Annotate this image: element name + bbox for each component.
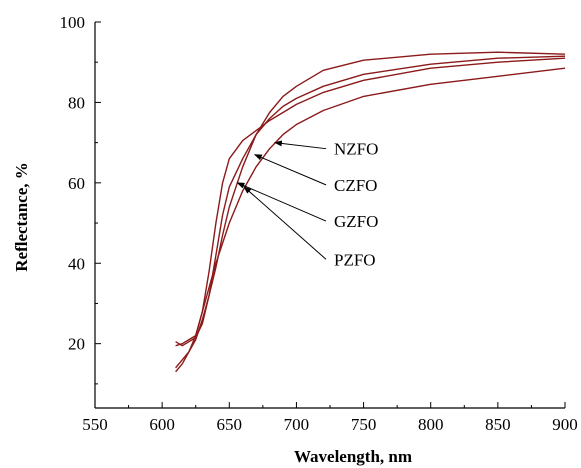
y-tick-label: 100 — [60, 13, 86, 32]
y-tick-label: 20 — [68, 335, 85, 354]
y-axis-title: Reflectance, % — [12, 162, 31, 272]
y-tick-label: 40 — [68, 254, 85, 273]
annotation-label-czfo: CZFO — [334, 176, 377, 195]
annotation-label-gzfo: GZFO — [334, 212, 378, 231]
annotation-arrow-czfo — [253, 154, 327, 186]
y-tick-label: 80 — [68, 93, 85, 112]
series-line-czfo — [175, 57, 566, 347]
annotation-layer: NZFO CZFO GZFO PZFO — [236, 140, 378, 269]
x-axis-title: Wavelength, nm — [294, 447, 412, 466]
y-tick-label: 60 — [68, 174, 85, 193]
x-tick-label: 800 — [418, 415, 444, 434]
annotation-label-nzfo: NZFO — [334, 140, 378, 159]
x-tick-label: 650 — [217, 415, 243, 434]
x-tick-label: 900 — [552, 415, 578, 434]
annotation-arrow-gzfo — [236, 182, 327, 222]
x-tick-label: 700 — [284, 415, 310, 434]
annotation-label-pzfo: PZFO — [334, 250, 376, 269]
annotation-arrow-nzfo — [273, 140, 327, 150]
axes — [94, 22, 565, 409]
ticks: 550 600 650 700 750 800 850 900 20 40 60 80 100 — [60, 13, 578, 434]
x-tick-label: 550 — [82, 415, 108, 434]
annotation-arrow-pzfo — [243, 186, 327, 260]
series-line-gzfo — [175, 51, 566, 369]
series-layer — [175, 51, 566, 373]
x-tick-label: 850 — [485, 415, 511, 434]
x-tick-label: 600 — [149, 415, 175, 434]
series-line-nzfo — [175, 55, 566, 347]
series-line-pzfo — [175, 67, 566, 373]
x-tick-label: 750 — [351, 415, 377, 434]
